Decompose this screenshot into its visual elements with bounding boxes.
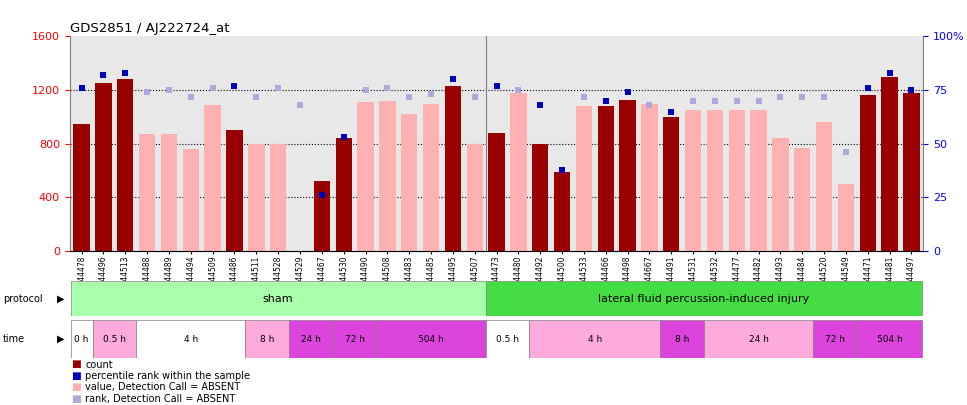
Bar bbox=[73, 124, 90, 251]
Bar bbox=[161, 134, 177, 251]
Text: rank, Detection Call = ABSENT: rank, Detection Call = ABSENT bbox=[85, 394, 235, 403]
Bar bbox=[620, 100, 635, 251]
Text: 8 h: 8 h bbox=[675, 335, 689, 344]
Text: ■: ■ bbox=[71, 371, 80, 381]
Bar bbox=[376, 320, 485, 358]
Text: protocol: protocol bbox=[3, 294, 43, 304]
Bar bbox=[93, 320, 136, 358]
Bar bbox=[529, 320, 660, 358]
Bar bbox=[183, 149, 199, 251]
Text: ■: ■ bbox=[71, 360, 80, 369]
Bar bbox=[554, 172, 571, 251]
Text: ■: ■ bbox=[71, 394, 80, 403]
Bar bbox=[423, 104, 439, 251]
Bar bbox=[485, 281, 923, 316]
Bar bbox=[532, 144, 548, 251]
Bar bbox=[860, 96, 876, 251]
Bar bbox=[71, 320, 93, 358]
Bar bbox=[488, 133, 505, 251]
Bar bbox=[903, 94, 920, 251]
Text: ▶: ▶ bbox=[57, 294, 65, 304]
Bar bbox=[270, 144, 286, 251]
Bar bbox=[249, 144, 265, 251]
Bar bbox=[96, 83, 111, 251]
Text: 0 h: 0 h bbox=[74, 335, 89, 344]
Bar bbox=[750, 110, 767, 251]
Bar bbox=[704, 320, 813, 358]
Bar bbox=[485, 320, 529, 358]
Bar bbox=[136, 320, 246, 358]
Bar bbox=[773, 139, 789, 251]
Bar bbox=[728, 110, 745, 251]
Text: 72 h: 72 h bbox=[344, 335, 365, 344]
Bar bbox=[685, 110, 701, 251]
Bar bbox=[575, 106, 592, 251]
Text: 504 h: 504 h bbox=[877, 335, 902, 344]
Bar bbox=[313, 181, 330, 251]
Bar bbox=[246, 320, 289, 358]
Bar bbox=[466, 144, 483, 251]
Bar bbox=[226, 130, 243, 251]
Bar bbox=[663, 117, 680, 251]
Text: 72 h: 72 h bbox=[825, 335, 845, 344]
Bar bbox=[641, 104, 658, 251]
Bar bbox=[71, 281, 485, 316]
Text: 0.5 h: 0.5 h bbox=[496, 335, 519, 344]
Text: percentile rank within the sample: percentile rank within the sample bbox=[85, 371, 250, 381]
Bar bbox=[660, 320, 704, 358]
Text: 24 h: 24 h bbox=[748, 335, 769, 344]
Text: lateral fluid percussion-induced injury: lateral fluid percussion-induced injury bbox=[599, 294, 809, 304]
Text: GDS2851 / AJ222724_at: GDS2851 / AJ222724_at bbox=[70, 22, 229, 35]
Bar bbox=[511, 93, 527, 251]
Text: time: time bbox=[3, 334, 25, 344]
Text: ■: ■ bbox=[71, 382, 80, 392]
Text: value, Detection Call = ABSENT: value, Detection Call = ABSENT bbox=[85, 382, 240, 392]
Bar bbox=[336, 139, 352, 251]
Bar bbox=[117, 79, 133, 251]
Text: 4 h: 4 h bbox=[588, 335, 601, 344]
Text: sham: sham bbox=[263, 294, 294, 304]
Text: 24 h: 24 h bbox=[301, 335, 321, 344]
Bar bbox=[379, 101, 396, 251]
Bar bbox=[289, 320, 333, 358]
Bar bbox=[401, 114, 418, 251]
Bar bbox=[333, 320, 376, 358]
Bar bbox=[794, 148, 810, 251]
Bar bbox=[857, 320, 923, 358]
Text: 504 h: 504 h bbox=[418, 335, 444, 344]
Text: 4 h: 4 h bbox=[184, 335, 198, 344]
Bar bbox=[816, 122, 833, 251]
Bar bbox=[882, 77, 897, 251]
Bar bbox=[139, 134, 156, 251]
Text: 8 h: 8 h bbox=[260, 335, 275, 344]
Bar bbox=[837, 184, 854, 251]
Bar bbox=[204, 105, 220, 251]
Bar bbox=[813, 320, 857, 358]
Text: count: count bbox=[85, 360, 113, 369]
Text: 0.5 h: 0.5 h bbox=[103, 335, 126, 344]
Text: ▶: ▶ bbox=[57, 334, 65, 344]
Bar bbox=[707, 110, 723, 251]
Bar bbox=[598, 106, 614, 251]
Bar bbox=[358, 102, 373, 251]
Bar bbox=[445, 86, 461, 251]
